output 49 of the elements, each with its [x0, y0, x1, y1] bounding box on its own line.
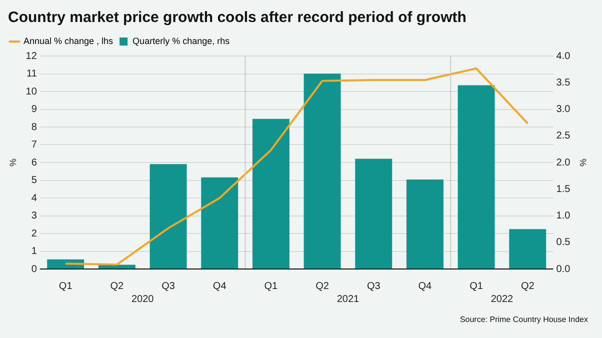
x-tick-label: Q3 — [366, 280, 381, 292]
bar — [252, 118, 290, 269]
y-tick-label: 12 — [26, 50, 38, 62]
bar — [509, 229, 546, 269]
y2-tick-label: 4.0 — [556, 50, 571, 62]
legend-label: Quarterly % change, rhs — [132, 36, 230, 46]
y-tick-label: 3 — [31, 210, 38, 222]
y2-tick-label: 0.0 — [556, 264, 571, 275]
x-tick-label: Q1 — [58, 280, 73, 292]
x-tick-label: Q4 — [212, 280, 227, 292]
y2-tick-label: 3.0 — [556, 104, 571, 115]
x-tick-label: Q2 — [520, 280, 535, 292]
text: 2020 — [131, 294, 154, 305]
y-tick-label: 4 — [31, 192, 38, 204]
y-tick-label: 10 — [26, 86, 38, 98]
y2-tick-label: 2.5 — [556, 130, 571, 142]
y2-tick-label: 1.5 — [556, 184, 571, 195]
y2-tick-label: 1.0 — [556, 210, 571, 222]
x-tick-label: Q3 — [162, 280, 176, 292]
bar — [201, 177, 238, 269]
bar — [304, 74, 341, 269]
text: 2021 — [336, 294, 360, 305]
text: 2022 — [490, 294, 514, 305]
y-tick-label: 0 — [31, 264, 38, 275]
y-tick-label: 6 — [31, 157, 38, 168]
y2-tick-label: 3.5 — [556, 77, 571, 88]
legend-label: Annual % change , lhs — [24, 36, 114, 46]
bar — [406, 180, 444, 269]
y2-axis-title: % — [578, 158, 588, 167]
y-tick-label: 9 — [31, 104, 38, 115]
x-tick-label: Q2 — [110, 280, 124, 292]
x-tick-label: Q1 — [264, 280, 278, 292]
bar — [150, 164, 187, 269]
source-note: Source: Prime Country House Index — [460, 315, 588, 324]
x-tick-label: Q4 — [418, 280, 432, 292]
y-tick-label: 5 — [31, 175, 38, 186]
y-tick-label: 1 — [31, 246, 38, 257]
y-tick-label: 11 — [26, 68, 38, 80]
y2-tick-label: 2.0 — [556, 157, 571, 168]
bar — [355, 158, 392, 269]
y-tick-label: 7 — [31, 140, 38, 150]
chart-title: Country market price growth cools after record period of growth — [7, 8, 468, 28]
y2-tick-label: 0.5 — [556, 237, 571, 248]
y-tick-label: 8 — [31, 122, 38, 133]
x-tick-label: Q2 — [316, 280, 330, 292]
bar — [458, 85, 495, 269]
x-tick-label: Q1 — [470, 280, 484, 292]
y-tick-label: 2 — [31, 228, 38, 240]
y-axis-title: % — [8, 158, 18, 167]
